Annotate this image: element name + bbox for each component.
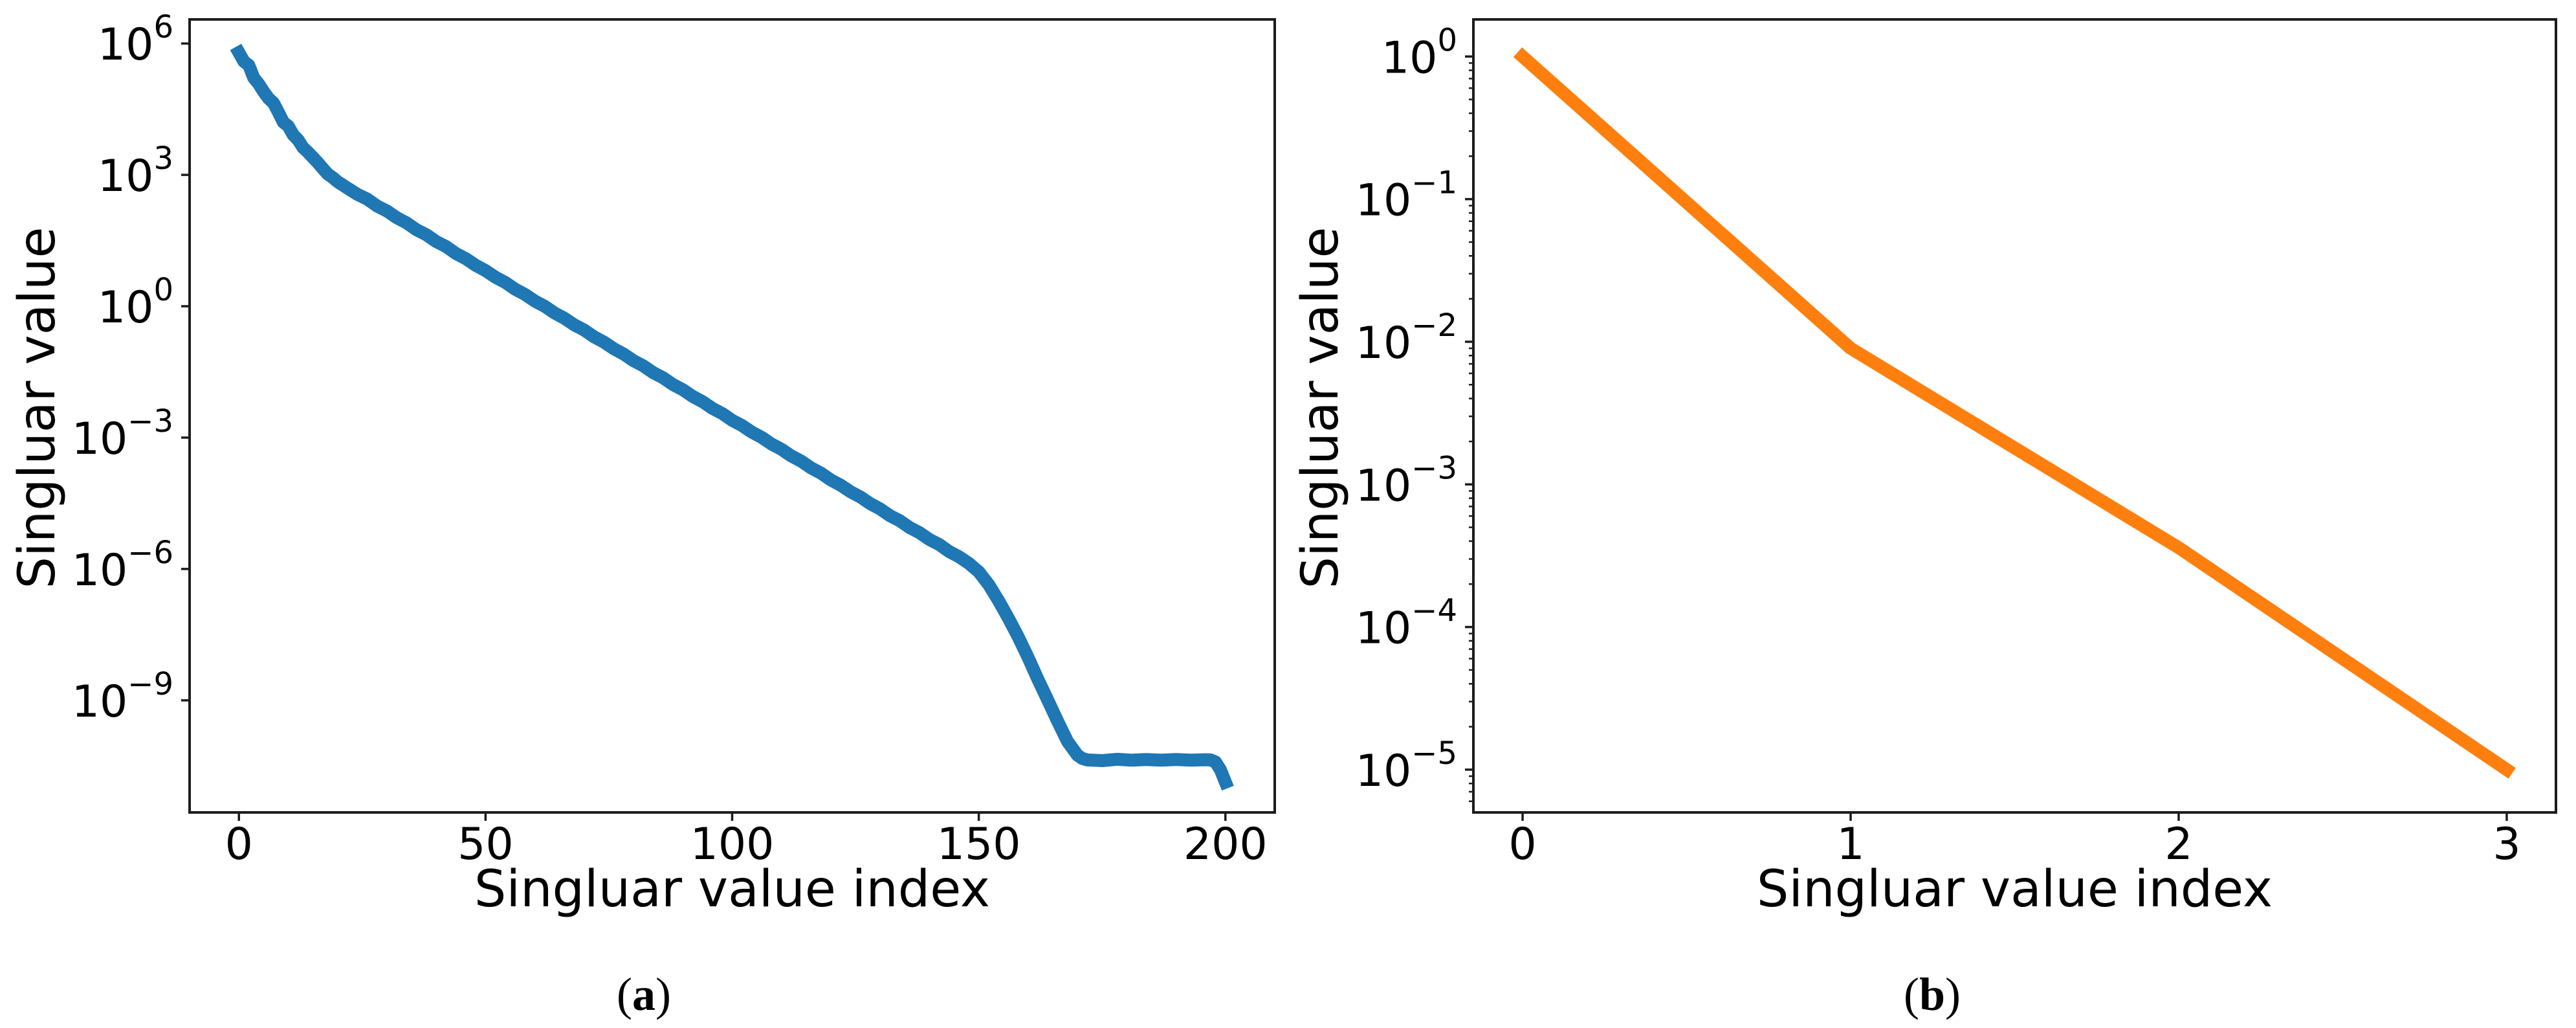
yaxis-label-panel-a: Singluar value	[8, 227, 67, 589]
y-tick-label-b: 10−1	[1356, 165, 1457, 227]
y-tick-label-a: 103	[98, 140, 173, 202]
x-tick-label-a: 0	[225, 819, 253, 870]
caption-a-open: (	[617, 968, 632, 1020]
y-tick-label-a: 10−6	[72, 535, 173, 596]
x-tick-label-b: 3	[2493, 819, 2520, 870]
y-tick-label-a: 10−3	[72, 403, 173, 465]
caption-b-open: (	[1903, 968, 1919, 1020]
axes-spines-a	[188, 18, 1276, 814]
x-tick-label-a: 200	[1183, 819, 1268, 870]
caption-b-letter: b	[1919, 968, 1946, 1020]
y-tick-label-a: 10−9	[72, 666, 173, 728]
y-tick-label-b: 100	[1382, 22, 1457, 84]
xaxis-label-panel-b: Singluar value index	[1756, 860, 2273, 919]
x-tick-label-b: 1	[1836, 819, 1864, 870]
panel-caption-b: (b)	[1288, 968, 2576, 1020]
axes-spines-b	[1472, 18, 2557, 814]
chart-panel-b: 0 1 2 3 100 10−1 10−2 10−3 10−4 10−5	[1356, 18, 2557, 870]
yaxis-label-panel-b: Singluar value	[1292, 227, 1350, 589]
panel-caption-a: (a)	[0, 968, 1288, 1020]
x-tick-label-a: 50	[457, 819, 514, 870]
y-tick-label-a: 100	[98, 272, 173, 333]
y-tick-label-b: 10−3	[1356, 450, 1457, 511]
x-tick-label-b: 0	[1508, 819, 1536, 870]
caption-b-close: )	[1945, 968, 1961, 1020]
chart-panel-a: 0 50 100 150 200 106 103 100 10−3 10−6 10−9	[72, 9, 1276, 870]
caption-a-close: )	[655, 968, 671, 1020]
y-tick-label-b: 10−5	[1356, 735, 1457, 797]
caption-a-letter: a	[632, 968, 655, 1020]
y-tick-label-b: 10−4	[1356, 593, 1457, 654]
plot-line-b	[1513, 47, 2516, 779]
x-tick-label-a: 150	[937, 819, 1021, 870]
plot-line-a	[230, 43, 1234, 791]
y-tick-label-a: 106	[98, 9, 173, 71]
x-tick-label-b: 2	[2164, 819, 2192, 870]
xaxis-label-panel-a: Singluar value index	[474, 860, 991, 919]
x-tick-label-a: 100	[690, 819, 775, 870]
y-tick-label-b: 10−2	[1356, 307, 1457, 369]
